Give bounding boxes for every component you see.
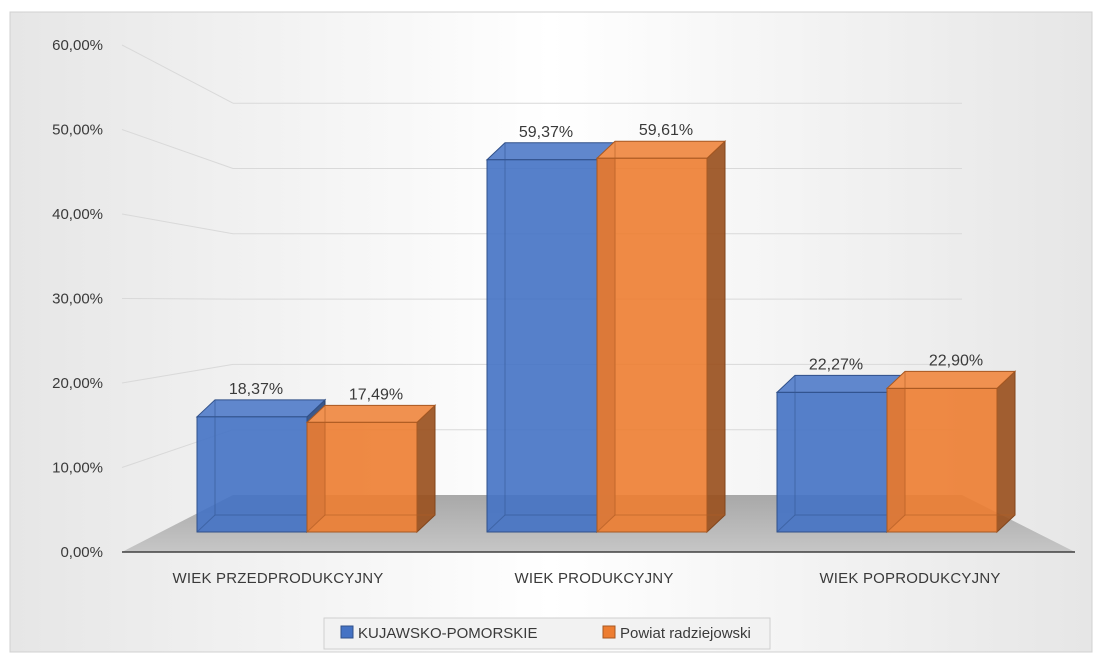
legend-label: KUJAWSKO-POMORSKIE (358, 625, 537, 642)
data-label: 59,37% (519, 124, 573, 141)
data-label: 22,90% (929, 352, 983, 369)
data-label: 18,37% (229, 381, 283, 398)
y-tick-label: 60,00% (52, 37, 103, 54)
category-label: WIEK POPRODUKCYJNY (819, 570, 1000, 587)
bar (885, 370, 1017, 534)
gridline-side (121, 298, 234, 300)
y-tick-label: 30,00% (52, 291, 103, 308)
y-tick-label: 20,00% (52, 375, 103, 392)
y-tick-label: 40,00% (52, 206, 103, 223)
legend-label: Powiat radziejowski (620, 625, 751, 642)
category-label: WIEK PRODUKCYJNY (514, 570, 673, 587)
gridline-side (121, 129, 234, 169)
legend (323, 617, 771, 650)
gridline-side (121, 363, 234, 384)
data-label: 17,49% (349, 386, 403, 403)
data-label: 59,61% (639, 122, 693, 139)
bar (775, 374, 907, 534)
data-label: 22,27% (809, 356, 863, 373)
bar (595, 140, 727, 534)
category-label: WIEK PRZEDPRODUKCYJNY (173, 570, 384, 587)
gridline-side (121, 44, 234, 104)
y-tick-label: 10,00% (52, 460, 103, 477)
y-tick-label: 0,00% (60, 544, 103, 561)
legend-swatch (340, 625, 354, 639)
legend-swatch (602, 625, 616, 639)
bar (305, 404, 437, 534)
y-tick-label: 50,00% (52, 122, 103, 139)
bar (195, 398, 327, 534)
gridline-side (121, 213, 234, 235)
bar (485, 141, 617, 534)
